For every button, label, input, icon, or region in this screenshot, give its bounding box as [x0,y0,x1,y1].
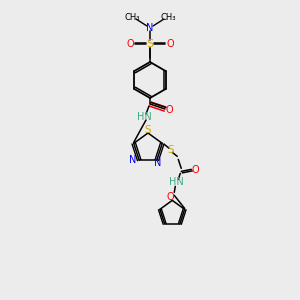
Text: HN: HN [169,177,184,188]
Text: O: O [126,39,134,49]
Text: N: N [130,155,137,165]
Text: N: N [146,23,154,33]
Text: S: S [146,39,154,49]
Text: S: S [145,125,151,135]
Text: O: O [166,39,174,49]
Text: HN: HN [136,112,152,122]
Text: S: S [167,146,174,155]
Text: CH₃: CH₃ [160,13,176,22]
Text: O: O [167,192,174,203]
Text: O: O [165,105,173,115]
Text: O: O [191,165,199,176]
Text: N: N [154,158,161,168]
Text: CH₃: CH₃ [124,13,140,22]
